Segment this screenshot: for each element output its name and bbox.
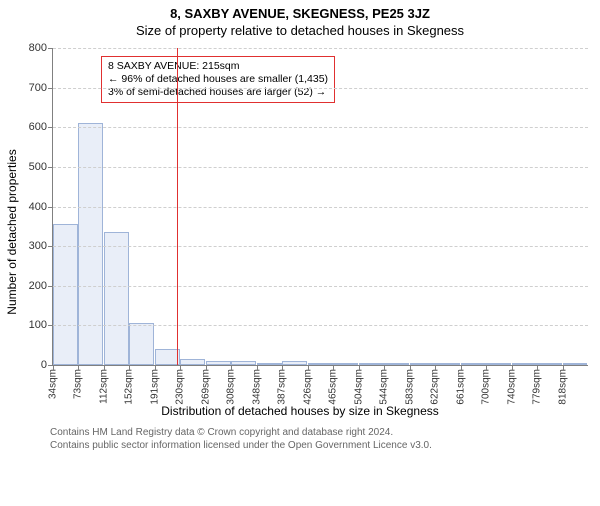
- page-title-line2: Size of property relative to detached ho…: [0, 23, 600, 38]
- annotation-line2: ← 96% of detached houses are smaller (1,…: [108, 73, 328, 86]
- xtick-mark: [537, 365, 538, 370]
- gridline: [53, 286, 588, 287]
- xtick-label: 73sqm: [73, 369, 84, 399]
- ytick-label: 200: [29, 280, 47, 292]
- xtick-label: 818sqm: [557, 369, 568, 405]
- histogram-bar: [333, 363, 358, 365]
- xtick-mark: [410, 365, 411, 370]
- annotation-box: 8 SAXBY AVENUE: 215sqm ← 96% of detached…: [101, 56, 335, 103]
- xtick-label: 112sqm: [98, 369, 109, 404]
- xtick-mark: [206, 365, 207, 370]
- ytick-mark: [48, 88, 53, 89]
- xtick-label: 740sqm: [506, 369, 517, 405]
- xtick-mark: [180, 365, 181, 370]
- ytick-mark: [48, 286, 53, 287]
- xtick-mark: [512, 365, 513, 370]
- xtick-label: 504sqm: [353, 369, 364, 405]
- footer: Contains HM Land Registry data © Crown c…: [0, 422, 600, 452]
- xtick-mark: [129, 365, 130, 370]
- ytick-label: 100: [29, 319, 47, 331]
- xtick-label: 426sqm: [302, 369, 313, 405]
- footer-line1: Contains HM Land Registry data © Crown c…: [50, 426, 588, 439]
- histogram-bar: [104, 232, 129, 365]
- page-title-line1: 8, SAXBY AVENUE, SKEGNESS, PE25 3JZ: [0, 6, 600, 21]
- ytick-mark: [48, 167, 53, 168]
- xtick-label: 230sqm: [175, 369, 186, 405]
- histogram-bar: [129, 323, 154, 365]
- histogram-bar: [308, 363, 333, 365]
- xtick-mark: [461, 365, 462, 370]
- xtick-mark: [486, 365, 487, 370]
- gridline: [53, 246, 588, 247]
- ytick-mark: [48, 207, 53, 208]
- footer-line2: Contains public sector information licen…: [50, 439, 588, 452]
- xtick-mark: [257, 365, 258, 370]
- histogram-bar: [359, 363, 384, 365]
- histogram-bar: [435, 363, 460, 365]
- ytick-label: 500: [29, 161, 47, 173]
- xtick-mark: [282, 365, 283, 370]
- gridline: [53, 88, 588, 89]
- xtick-label: 191sqm: [149, 369, 160, 405]
- histogram-bar: [410, 363, 435, 365]
- histogram-bar: [282, 361, 307, 365]
- ytick-mark: [48, 325, 53, 326]
- histogram-bar: [512, 363, 537, 365]
- xtick-label: 465sqm: [328, 369, 339, 405]
- histogram-bar: [257, 363, 282, 365]
- ytick-label: 800: [29, 42, 47, 54]
- xtick-mark: [78, 365, 79, 370]
- xtick-label: 34sqm: [48, 369, 59, 399]
- y-axis-label: Number of detached properties: [5, 149, 19, 314]
- gridline: [53, 167, 588, 168]
- histogram-bar: [537, 363, 562, 365]
- xtick-label: 387sqm: [277, 369, 288, 405]
- gridline: [53, 127, 588, 128]
- xtick-mark: [563, 365, 564, 370]
- xtick-mark: [155, 365, 156, 370]
- xtick-label: 308sqm: [226, 369, 237, 405]
- x-axis-label: Distribution of detached houses by size …: [0, 404, 600, 418]
- xtick-mark: [53, 365, 54, 370]
- xtick-label: 348sqm: [251, 369, 262, 405]
- xtick-label: 583sqm: [404, 369, 415, 405]
- ytick-label: 700: [29, 82, 47, 94]
- histogram-bar: [384, 363, 409, 365]
- xtick-mark: [231, 365, 232, 370]
- gridline: [53, 48, 588, 49]
- ytick-label: 600: [29, 121, 47, 133]
- xtick-label: 544sqm: [379, 369, 390, 405]
- xtick-mark: [333, 365, 334, 370]
- xtick-label: 700sqm: [481, 369, 492, 405]
- annotation-line1: 8 SAXBY AVENUE: 215sqm: [108, 60, 328, 73]
- ytick-label: 300: [29, 240, 47, 252]
- ytick-mark: [48, 48, 53, 49]
- histogram-bar: [78, 123, 103, 365]
- xtick-label: 269sqm: [200, 369, 211, 405]
- ytick-mark: [48, 127, 53, 128]
- histogram-bar: [563, 363, 588, 365]
- ytick-label: 400: [29, 201, 47, 213]
- xtick-mark: [359, 365, 360, 370]
- histogram-bar: [206, 361, 231, 365]
- chart-container: Number of detached properties 8 SAXBY AV…: [0, 42, 600, 422]
- plot-area: 8 SAXBY AVENUE: 215sqm ← 96% of detached…: [52, 48, 588, 366]
- xtick-label: 152sqm: [124, 369, 135, 405]
- xtick-mark: [435, 365, 436, 370]
- ytick-label: 0: [41, 359, 47, 371]
- xtick-mark: [104, 365, 105, 370]
- xtick-label: 622sqm: [430, 369, 441, 405]
- ytick-mark: [48, 246, 53, 247]
- histogram-bar: [180, 359, 205, 365]
- xtick-mark: [308, 365, 309, 370]
- xtick-label: 661sqm: [455, 369, 466, 405]
- histogram-bar: [231, 361, 256, 365]
- xtick-mark: [384, 365, 385, 370]
- xtick-label: 779sqm: [532, 369, 543, 405]
- marker-line: [177, 48, 178, 365]
- gridline: [53, 207, 588, 208]
- gridline: [53, 325, 588, 326]
- histogram-bar: [486, 363, 511, 365]
- histogram-bar: [461, 363, 486, 365]
